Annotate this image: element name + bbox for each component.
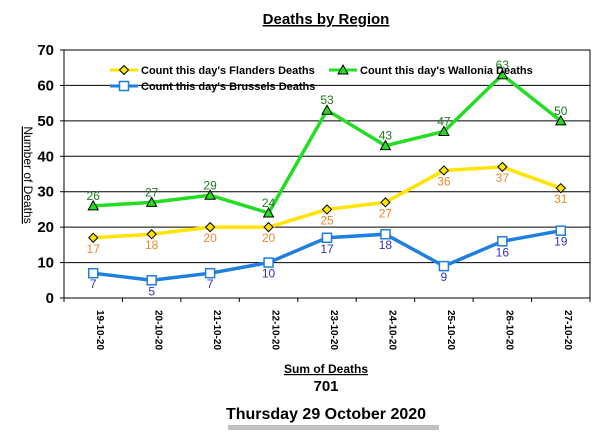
- sum-label: Sum of Deaths: [284, 362, 368, 376]
- data-point: [380, 197, 391, 208]
- data-point: [204, 221, 216, 233]
- series-1: 26 27 29 24 53 43 47 63 50: [87, 58, 568, 218]
- legend-marker: [337, 63, 349, 75]
- legend-marker: [118, 80, 130, 92]
- data-label: 7: [90, 277, 97, 291]
- data-label: 47: [437, 114, 451, 128]
- y-tick-label: 40: [37, 148, 54, 165]
- data-label: 43: [379, 129, 393, 143]
- grid: [64, 84, 590, 264]
- data-label: 29: [203, 178, 217, 192]
- data-label: 50: [554, 104, 568, 118]
- data-point: [555, 182, 566, 194]
- data-label: 9: [441, 270, 448, 284]
- data-point: [438, 125, 450, 136]
- data-label: 27: [145, 185, 159, 199]
- data-point: [438, 165, 450, 176]
- legend-label: Count this day's Wallonia Deaths: [360, 65, 533, 77]
- data-point: [87, 199, 100, 211]
- data-label: 17: [320, 242, 334, 256]
- data-label: 31: [554, 192, 568, 206]
- plot-frame: [63, 49, 591, 299]
- data-point: [204, 267, 216, 279]
- x-tick-label: 24-10-20: [386, 310, 397, 350]
- data-point: [146, 229, 157, 240]
- legend-entry-0: Count this day's Flanders Deaths: [110, 64, 315, 77]
- x-tick-label: 26-10-20: [503, 310, 514, 350]
- date-shadow: [228, 425, 439, 430]
- data-point: [555, 225, 567, 236]
- data-label: 18: [145, 238, 159, 252]
- data-point: [145, 196, 158, 207]
- report-date: Thursday 29 October 2020: [226, 406, 426, 423]
- y-tick-label: 50: [37, 113, 54, 130]
- y-axis-label: Number of Deaths: [21, 126, 35, 223]
- legend-entry-1: Count this day's Wallonia Deaths: [329, 63, 533, 77]
- data-point: [321, 104, 333, 115]
- data-point: [438, 260, 450, 272]
- legend-label: Count this day's Brussels Deaths: [141, 81, 315, 93]
- data-point: [321, 204, 333, 215]
- legend-marker: [118, 64, 130, 76]
- data-label: 10: [262, 267, 276, 281]
- y-tick-label: 20: [37, 219, 54, 236]
- data-label: 53: [320, 93, 334, 107]
- data-label: 36: [437, 174, 451, 188]
- data-point: [497, 236, 508, 247]
- y-tick-label: 0: [46, 290, 54, 307]
- legend-entry-2: Count this day's Brussels Deaths: [110, 80, 315, 93]
- series-2: 7 5 7 10 17 18 9 16 19: [87, 225, 568, 298]
- x-tick-label: 20-10-20: [153, 310, 164, 350]
- series-0: 17 18 20 20 25 27 36 37 31: [87, 161, 568, 256]
- data-point: [262, 206, 275, 218]
- data-label: 20: [262, 231, 276, 245]
- data-label: 63: [496, 58, 510, 72]
- data-label: 20: [203, 231, 217, 245]
- data-label: 7: [207, 277, 214, 291]
- data-label: 19: [554, 235, 568, 249]
- data-point: [321, 232, 333, 244]
- data-point: [88, 232, 99, 243]
- data-point: [380, 228, 391, 240]
- chart-title: Deaths by Region: [263, 11, 390, 28]
- data-label: 25: [320, 213, 334, 227]
- data-point: [554, 114, 567, 126]
- data-point: [87, 267, 99, 279]
- data-point: [263, 257, 274, 268]
- data-label: 5: [148, 284, 155, 298]
- data-label: 27: [379, 206, 393, 220]
- x-tick-label: 22-10-20: [270, 310, 281, 350]
- legend: Count this day's Flanders Deaths Count th…: [110, 63, 533, 93]
- data-label: 18: [379, 238, 393, 252]
- axes: 0 10 20 30 40 50 60 70 19-10-20 20-10-20 21-10-20 2…: [37, 42, 591, 350]
- data-label: 16: [496, 245, 510, 259]
- y-tick-label: 30: [37, 184, 54, 201]
- y-tick-label: 10: [37, 255, 54, 272]
- x-tick-label: 25-10-20: [445, 310, 456, 350]
- data-label: 24: [262, 196, 276, 210]
- data-point: [263, 221, 274, 233]
- series: 17 18 20 20 25 27 36 37 31 26 27 29 24 53 43 47 63 50 7 5 7 1…: [87, 58, 568, 298]
- x-tick-label: 19-10-20: [94, 310, 105, 350]
- legend-label: Count this day's Flanders Deaths: [141, 65, 315, 77]
- x-tick-label: 21-10-20: [211, 310, 222, 350]
- y-tick-label: 70: [37, 42, 54, 59]
- data-label: 37: [496, 171, 510, 185]
- data-point: [379, 139, 392, 151]
- sum-value: 701: [313, 378, 338, 395]
- data-point: [146, 275, 157, 286]
- x-tick-label: 27-10-20: [562, 310, 573, 350]
- data-point: [496, 68, 509, 80]
- data-label: 26: [87, 189, 101, 203]
- data-point: [497, 161, 508, 173]
- y-tick-label: 60: [37, 77, 54, 94]
- x-tick-label: 23-10-20: [328, 310, 339, 350]
- data-point: [204, 189, 216, 200]
- data-label: 17: [87, 242, 101, 256]
